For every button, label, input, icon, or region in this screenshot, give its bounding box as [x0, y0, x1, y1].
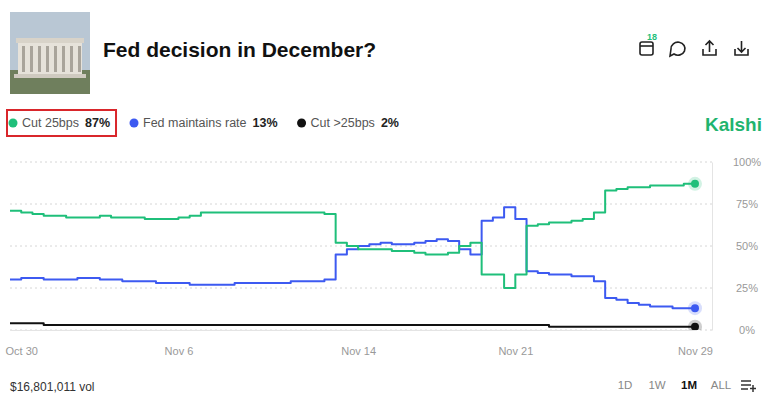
x-tick-label: Nov 14: [341, 345, 376, 357]
legend-value: 87%: [85, 116, 110, 130]
legend-item[interactable]: Fed maintains rate 13%: [130, 116, 278, 130]
y-tick: 100%: [712, 156, 761, 168]
legend-label: Cut 25bps: [22, 116, 79, 130]
download-icon[interactable]: [735, 41, 748, 55]
range-button[interactable]: 1D: [618, 379, 633, 391]
legend: Cut 25bps 87% Fed maintains rate 13% Cut >25…: [9, 116, 399, 130]
legend-item[interactable]: Cut >25bps 2%: [297, 116, 399, 130]
x-axis: Oct 30 Nov 6 Nov 14 Nov 21 Nov 29: [6, 330, 713, 357]
chart-svg: Fed decision in December? 18 Cut 25bps 87% F…: [0, 0, 770, 398]
calendar-icon[interactable]: [640, 42, 653, 55]
y-axis-line: [712, 163, 713, 331]
grid-line: [10, 162, 712, 163]
y-tick: 50%: [712, 240, 758, 252]
series-line: [10, 323, 695, 326]
y-tick-label: 25%: [736, 282, 758, 294]
x-tick-label: Nov 6: [165, 345, 194, 357]
legend-label: Fed maintains rate: [143, 116, 247, 130]
legend-value: 13%: [253, 116, 278, 130]
y-axis: 0% 25% 50% 75% 100%: [712, 156, 761, 336]
image-column: [70, 46, 73, 72]
y-tick: 75%: [712, 198, 758, 210]
end-dot: [691, 323, 699, 330]
image-column: [30, 46, 33, 72]
legend-swatch: [297, 119, 306, 128]
x-tick: Nov 29: [678, 330, 713, 357]
end-dot: [691, 180, 699, 188]
image-sky: [10, 12, 90, 94]
range-button[interactable]: 1W: [648, 379, 665, 391]
grid-line: [10, 204, 712, 205]
calendar-badge: 18: [647, 32, 657, 42]
x-tick: Nov 21: [498, 330, 533, 357]
x-tick-label: Nov 29: [678, 345, 713, 357]
end-dot-halo: [688, 320, 702, 330]
grid: [10, 162, 712, 330]
image-cornice: [16, 38, 84, 43]
y-tick-label: 0%: [739, 324, 755, 336]
header-icons: [640, 41, 748, 56]
series-line: [10, 184, 695, 288]
brand-logo: Kalshi: [705, 114, 762, 135]
legend-label: Cut >25bps: [311, 116, 375, 130]
y-tick: 25%: [712, 282, 758, 294]
image-column: [62, 46, 65, 72]
volume-label: $16,801,011 vol: [10, 380, 95, 394]
chart-title: Fed decision in December?: [103, 38, 376, 61]
y-tick-label: 100%: [733, 156, 761, 168]
range-button[interactable]: ALL: [711, 379, 732, 391]
comment-icon[interactable]: [670, 42, 685, 56]
grid-line: [10, 288, 712, 289]
highlight-box: [7, 110, 116, 136]
x-tick: Nov 6: [165, 330, 194, 357]
legend-swatch: [130, 119, 139, 128]
chart-root: Fed decision in December? 18 Cut 25bps 87% F…: [0, 0, 770, 398]
image-building: [18, 42, 82, 76]
range-button[interactable]: 1M: [681, 379, 697, 391]
y-tick-label: 50%: [736, 240, 758, 252]
image-column: [54, 46, 57, 72]
end-dot: [691, 304, 699, 312]
list-icon[interactable]: [741, 381, 756, 392]
header-image: [10, 12, 90, 94]
legend-swatch: [9, 119, 18, 128]
y-tick: 0%: [712, 324, 755, 336]
image-steps: [14, 74, 86, 78]
share-icon[interactable]: [703, 41, 716, 55]
legend-value: 2%: [381, 116, 399, 130]
y-tick-label: 75%: [736, 198, 758, 210]
image-column: [22, 46, 25, 72]
end-dot-halo: [688, 177, 702, 191]
series-line: [10, 207, 695, 308]
image-column: [78, 46, 81, 72]
x-axis-line: [11, 330, 696, 331]
x-tick: Nov 14: [341, 330, 376, 357]
plot-marks: [10, 177, 702, 330]
x-tick-label: Nov 21: [498, 345, 533, 357]
image-column: [38, 46, 41, 72]
grid-line: [10, 330, 712, 331]
legend-item[interactable]: Cut 25bps 87%: [9, 116, 111, 130]
x-tick: Oct 30: [6, 330, 38, 357]
image-column: [46, 46, 49, 72]
end-dot-halo: [688, 301, 702, 315]
x-tick-label: Oct 30: [6, 345, 38, 357]
